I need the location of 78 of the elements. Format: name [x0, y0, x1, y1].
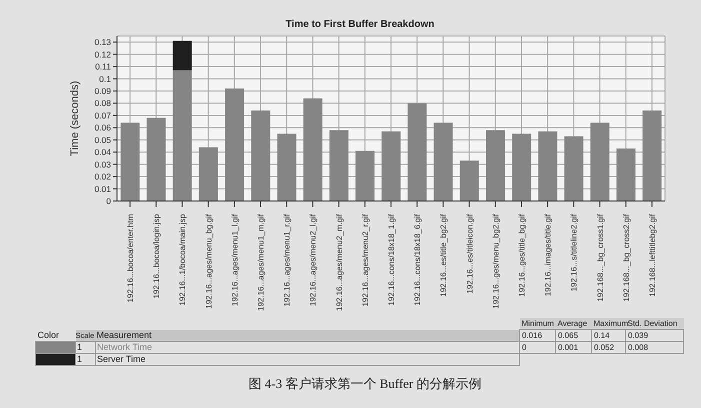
bar	[590, 122, 610, 201]
x-tick-label: 192.16...ages/menu2_r.gif	[360, 213, 370, 307]
y-tick-label: 0.1	[99, 74, 112, 84]
bar	[225, 88, 244, 201]
bar	[172, 70, 192, 201]
x-tick-label: 192.168..._bg_cross1.gif	[595, 213, 604, 302]
bar	[512, 134, 532, 201]
x-tick-label: 192.16...ages/menu2_l.gif	[308, 213, 318, 306]
y-tick-label: 0.03	[94, 159, 112, 170]
x-tick-label: 192.168...lefttitlebg2.gif	[647, 213, 656, 297]
bar	[616, 148, 636, 201]
bar	[251, 110, 270, 201]
x-tick-label: 192.168..._bg_cross2.gif	[621, 213, 630, 302]
bar	[642, 110, 662, 201]
bar	[146, 118, 166, 201]
x-tick-label: 192.16...bocoa/login.jsp	[152, 213, 161, 299]
x-tick-label: 192.16...ges/menu_bg2.gif	[490, 213, 500, 309]
y-tick-label: 0.01	[94, 184, 112, 194]
x-tick-label: 192.16...ges/title_bg.gif	[516, 213, 526, 297]
text: Server Time	[97, 354, 146, 364]
y-tick-label: 0.05	[94, 134, 112, 145]
y-axis-title: Time (seconds)	[68, 80, 81, 156]
x-tick-label: 192.16...es/title_bg2.gif	[438, 213, 448, 297]
bar	[486, 130, 505, 201]
bar	[382, 131, 401, 201]
bar	[408, 103, 427, 201]
text: 0.039	[628, 331, 648, 340]
x-tick-label: 192.16...es/titleicon.gif	[464, 213, 474, 294]
x-tick-label: 192.16...images/title.gif	[543, 213, 552, 296]
y-tick-label: 0.04	[94, 147, 112, 158]
text: Average	[558, 319, 588, 328]
text: 1	[77, 354, 82, 364]
y-tick-label: 0.02	[94, 172, 112, 182]
x-tick-label: 192.16...cons/18x18_1.gif	[386, 213, 396, 306]
text: 0.001	[558, 343, 578, 352]
y-tick-label: 0.13	[94, 37, 112, 48]
x-tick-label: 192.16...bocoa/enter.htm	[126, 214, 135, 303]
chart-title: Time to First Buffer Breakdown	[286, 19, 434, 30]
text: 0	[522, 343, 526, 352]
y-tick-label: 0.09	[94, 86, 112, 96]
x-tick-label: 192.16...1/bocoa/main.jsp	[178, 213, 187, 306]
text: Network Time	[97, 342, 152, 352]
text: Color	[38, 330, 60, 340]
bar	[329, 130, 348, 201]
y-tick-label: 0.07	[94, 110, 112, 120]
bar	[434, 122, 453, 201]
x-tick-label: 192.16...s/titleline2.gif	[569, 213, 578, 292]
x-tick-label: 192.16...ages/menu_bg.gif	[204, 213, 213, 309]
x-tick-label: 192.16...ages/menu1_r.gif	[282, 213, 292, 307]
text: 0.065	[558, 331, 578, 340]
text: 1	[77, 342, 82, 352]
bar	[198, 147, 218, 201]
y-tick-label: 0.12	[94, 49, 112, 60]
y-tick-label: 0.08	[94, 98, 112, 108]
x-tick-label: 192.16...ages/menu2_m.gif	[334, 213, 344, 311]
bar	[356, 150, 375, 201]
bar	[564, 136, 584, 201]
text: 0.016	[522, 331, 542, 340]
caption: 图 4-3 客户请求第一个 Buffer 的分解示例	[248, 376, 482, 391]
text: 0.052	[594, 343, 614, 352]
x-tick-label: 192.16...ages/menu1_l.gif	[230, 213, 239, 306]
text: Std. Deviation	[628, 319, 678, 328]
bar	[172, 40, 192, 70]
bar	[277, 134, 296, 201]
x-tick-label: 192.16...cons/18x18_6.gif	[412, 213, 422, 306]
y-tick-label: 0	[106, 196, 112, 206]
y-tick-label: 0.11	[95, 62, 112, 72]
text: 0.14	[594, 331, 610, 340]
text: Minimum	[522, 319, 554, 328]
x-tick-label: 192.16...ages/menu1_m.gif	[256, 213, 266, 311]
bar	[538, 131, 558, 201]
text: Maximum	[594, 319, 628, 328]
bar	[460, 160, 479, 201]
bar	[120, 122, 140, 201]
bar	[303, 98, 322, 201]
y-tick-label: 0.06	[94, 122, 112, 133]
text: Measurement	[96, 330, 152, 340]
text: 0.008	[628, 343, 648, 352]
